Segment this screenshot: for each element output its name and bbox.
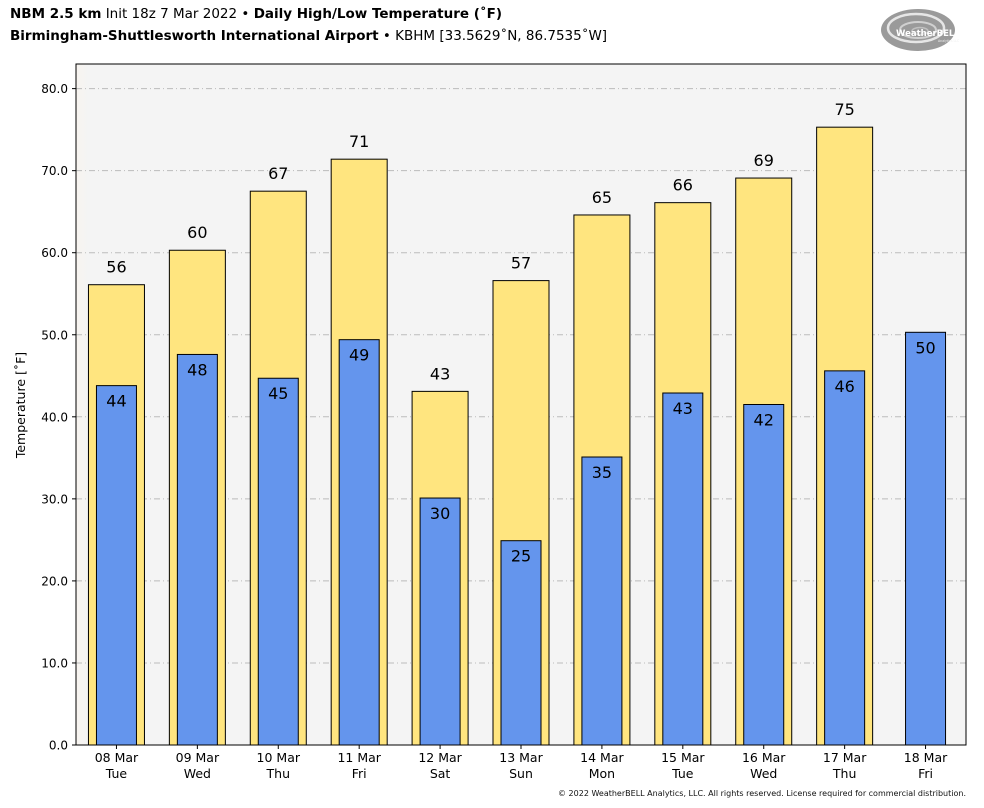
high-temp-label: 60 <box>187 223 207 242</box>
high-temp-label: 66 <box>673 176 693 195</box>
low-temp-bar <box>338 339 380 746</box>
low-temp-label: 44 <box>106 392 126 411</box>
low-temp-bar <box>500 540 542 746</box>
x-tick-day: Sat <box>430 766 451 781</box>
x-tick-day: Thu <box>266 766 290 781</box>
low-temp-bar <box>662 392 704 746</box>
y-tick-label: 70.0 <box>41 164 68 178</box>
low-temp-label: 42 <box>754 411 774 430</box>
x-tick-day: Fri <box>352 766 367 781</box>
separator-bullet: • <box>382 28 391 44</box>
x-tick-day: Tue <box>671 766 694 781</box>
x-tick-day: Wed <box>184 766 211 781</box>
svg-text:Analytics LLC: Analytics LLC <box>938 39 960 43</box>
low-temp-bar <box>419 497 461 746</box>
x-tick-date: 08 Mar <box>95 750 139 765</box>
weatherbell-logo: WeatherBELL Analytics LLC <box>881 9 960 51</box>
low-temp-bar <box>176 353 218 746</box>
low-temp-label: 50 <box>915 338 935 357</box>
y-tick-label: 80.0 <box>41 82 68 96</box>
high-temp-label: 67 <box>268 164 288 183</box>
separator-bullet: • <box>241 6 250 22</box>
station-info: KBHM [33.5629˚N, 86.7535˚W] <box>395 28 608 44</box>
x-tick-date: 18 Mar <box>904 750 948 765</box>
x-tick-day: Sun <box>509 766 533 781</box>
y-axis-label: Temperature [˚F] <box>13 352 28 459</box>
high-temp-label: 57 <box>511 254 531 273</box>
x-tick-date: 13 Mar <box>499 750 543 765</box>
x-tick-date: 15 Mar <box>661 750 705 765</box>
init-time: Init 18z 7 Mar 2022 <box>105 6 238 22</box>
low-temp-label: 46 <box>834 377 854 396</box>
x-tick-date: 17 Mar <box>823 750 867 765</box>
y-tick-label: 0.0 <box>49 739 68 753</box>
low-temp-bar <box>257 377 299 746</box>
y-tick-label: 20.0 <box>41 574 68 588</box>
x-tick-day: Thu <box>832 766 856 781</box>
low-temp-bar <box>905 331 947 746</box>
svg-text:WeatherBELL: WeatherBELL <box>896 29 960 39</box>
x-tick-date: 14 Mar <box>580 750 624 765</box>
high-temp-label: 43 <box>430 364 450 383</box>
high-temp-label: 75 <box>834 100 854 119</box>
high-temp-label: 65 <box>592 188 612 207</box>
product-name: Daily High/Low Temperature (˚F) <box>253 6 503 22</box>
high-temp-label: 69 <box>754 151 774 170</box>
x-tick-day: Mon <box>589 766 615 781</box>
y-tick-label: 30.0 <box>41 492 68 506</box>
low-temp-label: 43 <box>673 399 693 418</box>
low-temp-bar <box>95 385 137 746</box>
low-temp-label: 45 <box>268 384 288 403</box>
x-tick-date: 12 Mar <box>418 750 462 765</box>
low-temp-label: 48 <box>187 360 207 379</box>
high-temp-label: 56 <box>106 258 126 277</box>
x-tick-date: 16 Mar <box>742 750 786 765</box>
x-tick-day: Wed <box>750 766 777 781</box>
low-temp-label: 30 <box>430 504 450 523</box>
x-tick-day: Tue <box>105 766 128 781</box>
high-temp-label: 71 <box>349 132 369 151</box>
x-tick-date: 09 Mar <box>176 750 220 765</box>
low-temp-label: 35 <box>592 463 612 482</box>
x-tick-date: 11 Mar <box>337 750 381 765</box>
y-tick-label: 10.0 <box>41 656 68 670</box>
chart-title-line-2: Birmingham-Shuttlesworth International A… <box>10 28 607 44</box>
low-temp-bar <box>743 404 785 746</box>
x-tick-day: Fri <box>918 766 933 781</box>
low-temp-label: 49 <box>349 346 369 365</box>
y-tick-label: 40.0 <box>41 410 68 424</box>
y-tick-label: 60.0 <box>41 246 68 260</box>
copyright-notice: © 2022 WeatherBELL Analytics, LLC. All r… <box>558 789 966 798</box>
station-name: Birmingham-Shuttlesworth International A… <box>10 28 379 44</box>
chart-title-line-1: NBM 2.5 km Init 18z 7 Mar 2022 • Daily H… <box>10 6 502 22</box>
low-temp-bar <box>824 370 866 746</box>
low-temp-label: 25 <box>511 547 531 566</box>
y-tick-label: 50.0 <box>41 328 68 342</box>
model-name: NBM 2.5 km <box>10 6 102 22</box>
low-temp-bar <box>581 456 623 746</box>
x-tick-date: 10 Mar <box>257 750 301 765</box>
